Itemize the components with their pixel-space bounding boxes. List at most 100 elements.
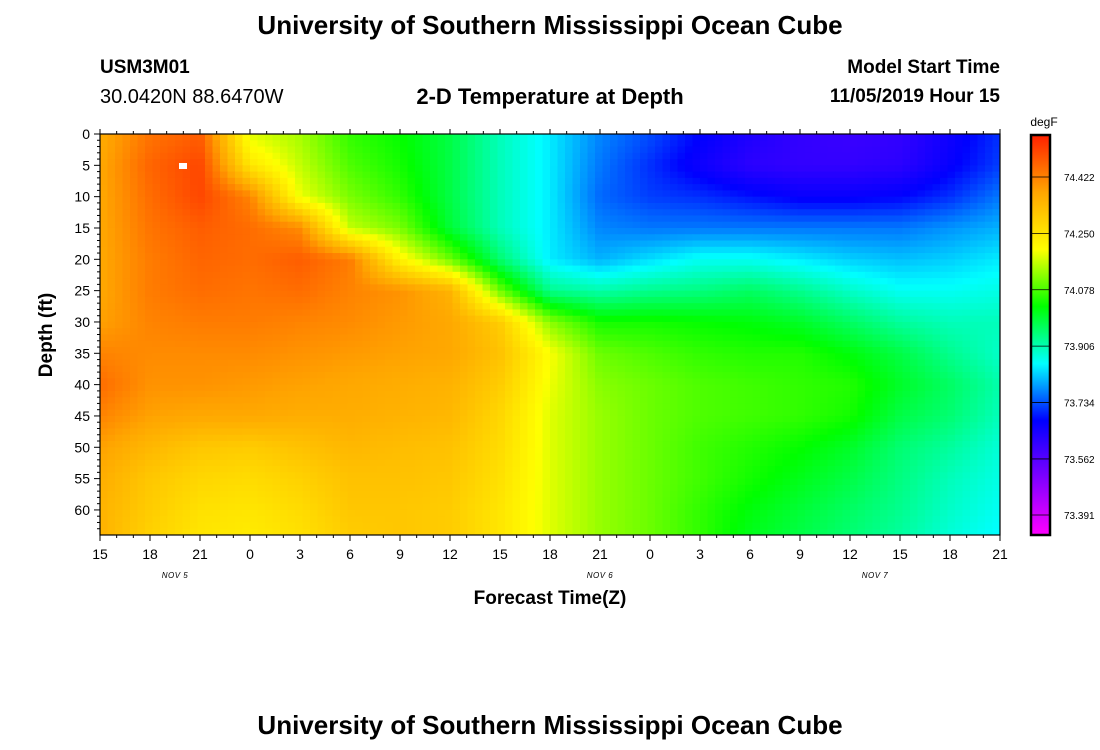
heatmap-cell — [242, 159, 251, 166]
heatmap-cell — [520, 246, 529, 254]
heatmap-cell — [640, 165, 649, 173]
heatmap-cell — [572, 190, 581, 198]
heatmap-cell — [167, 303, 176, 311]
heatmap-cell — [295, 196, 304, 204]
heatmap-cell — [212, 240, 221, 248]
heatmap-cell — [287, 215, 296, 223]
heatmap-cell — [302, 290, 311, 298]
heatmap-cell — [932, 140, 941, 148]
heatmap-cell — [820, 347, 829, 354]
heatmap-cell — [910, 146, 919, 154]
heatmap-cell — [160, 202, 169, 210]
heatmap-cell — [962, 246, 971, 254]
heatmap-cell — [992, 296, 1000, 304]
heatmap-cell — [422, 215, 431, 223]
heatmap-cell — [535, 290, 544, 298]
heatmap-cell — [535, 227, 544, 235]
heatmap-cell — [857, 227, 866, 235]
heatmap-cell — [235, 378, 244, 386]
heatmap-cell — [520, 165, 529, 173]
heatmap-cell — [325, 321, 334, 329]
heatmap-cell — [647, 334, 656, 342]
heatmap-cell — [737, 347, 746, 354]
heatmap-cell — [692, 321, 701, 329]
heatmap-cell — [970, 372, 979, 379]
heatmap-cell — [557, 315, 566, 323]
heatmap-cell — [902, 284, 911, 292]
heatmap-cell — [392, 196, 401, 204]
heatmap-cell — [145, 365, 154, 373]
heatmap-cell — [505, 372, 514, 379]
heatmap-cell — [820, 265, 829, 273]
heatmap-cell — [572, 309, 581, 317]
heatmap-cell — [617, 328, 626, 336]
heatmap-cell — [730, 140, 739, 148]
heatmap-cell — [775, 290, 784, 298]
heatmap-cell — [250, 221, 259, 229]
heatmap-cell — [527, 284, 536, 292]
heatmap-cell — [272, 227, 281, 235]
heatmap-cell — [115, 246, 124, 254]
heatmap-cell — [610, 240, 619, 248]
heatmap-cell — [490, 221, 499, 229]
heatmap-cell — [557, 209, 566, 217]
heatmap-cell — [242, 140, 251, 148]
heatmap-cell — [790, 278, 799, 285]
heatmap-cell — [565, 284, 574, 292]
heatmap-cell — [115, 284, 124, 292]
heatmap-cell — [820, 303, 829, 311]
heatmap-cell — [497, 340, 506, 348]
heatmap-cell — [317, 271, 326, 279]
heatmap-cell — [715, 209, 724, 217]
heatmap-cell — [655, 365, 664, 373]
heatmap-cell — [490, 177, 499, 185]
heatmap-cell — [700, 146, 709, 154]
heatmap-cell — [557, 146, 566, 154]
heatmap-cell — [467, 321, 476, 329]
heatmap-cell — [392, 202, 401, 210]
heatmap-cell — [880, 190, 889, 198]
heatmap-cell — [827, 303, 836, 311]
heatmap-cell — [310, 202, 319, 210]
heatmap-cell — [827, 365, 836, 373]
heatmap-cell — [242, 372, 251, 379]
heatmap-cell — [287, 165, 296, 173]
heatmap-cell — [737, 265, 746, 273]
heatmap-cell — [527, 146, 536, 154]
heatmap-cell — [377, 246, 386, 254]
heatmap-cell — [797, 134, 806, 141]
heatmap-cell — [205, 221, 214, 229]
heatmap-cell — [797, 378, 806, 386]
heatmap-cell — [745, 347, 754, 354]
heatmap-cell — [407, 390, 416, 398]
heatmap-cell — [610, 171, 619, 179]
heatmap-cell — [325, 253, 334, 260]
heatmap-cell — [685, 171, 694, 179]
heatmap-cell — [985, 296, 994, 304]
heatmap-cell — [692, 328, 701, 336]
heatmap-cell — [647, 159, 656, 166]
heatmap-cell — [805, 240, 814, 248]
heatmap-cell — [490, 296, 499, 304]
heatmap-cell — [760, 372, 769, 379]
heatmap-cell — [422, 209, 431, 217]
heatmap-cell — [880, 184, 889, 191]
heatmap-cell — [992, 171, 1000, 179]
heatmap-cell — [430, 184, 439, 191]
heatmap-cell — [767, 315, 776, 323]
heatmap-cell — [685, 309, 694, 317]
heatmap-cell — [565, 171, 574, 179]
heatmap-cell — [685, 215, 694, 223]
heatmap-cell — [977, 152, 986, 160]
heatmap-cell — [535, 259, 544, 267]
heatmap-cell — [310, 309, 319, 317]
heatmap-cell — [295, 365, 304, 373]
heatmap-cell — [767, 296, 776, 304]
heatmap-cell — [212, 227, 221, 235]
heatmap-cell — [257, 378, 266, 386]
heatmap-cell — [227, 290, 236, 298]
heatmap-cell — [992, 321, 1000, 329]
heatmap-cell — [137, 184, 146, 191]
heatmap-cell — [437, 334, 446, 342]
heatmap-cell — [820, 365, 829, 373]
